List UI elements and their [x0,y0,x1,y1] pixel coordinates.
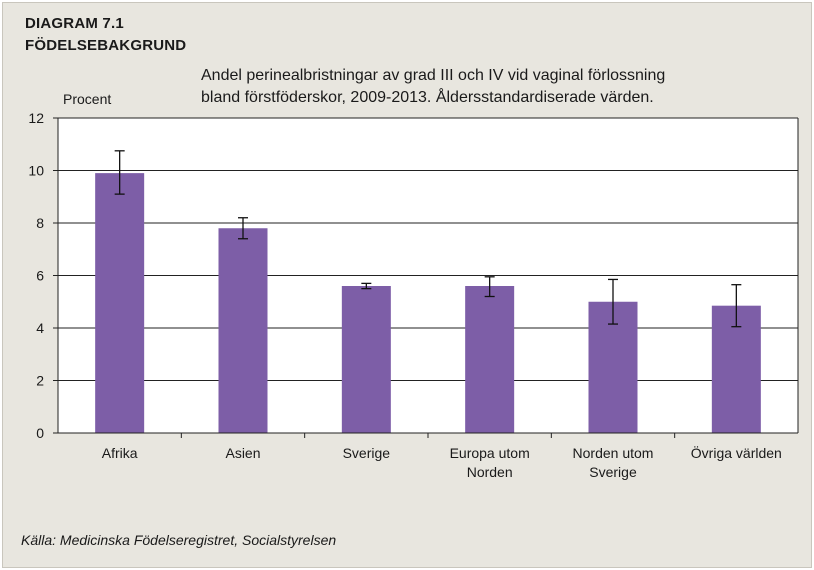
x-category-label: Norden utom [573,445,654,461]
bar [95,173,145,433]
bars [95,173,761,433]
bar [465,286,515,433]
x-category-label: Asien [225,445,260,461]
y-tick-label: 4 [36,320,44,336]
diagram-number: DIAGRAM 7.1 [25,15,124,32]
x-category-label: Europa utom [450,445,530,461]
x-category-label: Norden [467,464,513,480]
x-category-label: Sverige [589,464,637,480]
y-axis-label: Procent [63,91,112,107]
axes [53,117,799,438]
y-tick-label: 8 [36,215,44,231]
chart-subtitle: Andel perinealbristningar av grad III oc… [201,65,665,109]
y-tick-label: 0 [36,425,44,441]
x-category-labels: Afrika Asien Sverige Europa utom Norden Norde… [102,444,782,480]
y-tick-labels: 0 2 4 6 8 10 12 [28,110,44,441]
error-bars [114,150,742,328]
diagram-name: FÖDELSEBAKGRUND [25,37,187,54]
x-category-label: Övriga världen [691,444,782,461]
bar [218,228,268,433]
grid-lines [58,117,798,381]
y-tick-label: 2 [36,373,44,389]
subtitle-line-2: bland förstföderskor, 2009-2013. Ålderss… [201,89,654,106]
subtitle-line-1: Andel perinealbristningar av grad III oc… [201,67,666,84]
y-tick-label: 6 [36,268,44,284]
x-category-label: Afrika [102,445,138,461]
x-category-label: Sverige [343,445,391,461]
bar [341,286,391,433]
y-tick-label: 10 [28,163,44,179]
source-note: Källa: Medicinska Födelseregistret, Soci… [21,532,337,548]
y-tick-label: 12 [28,110,44,126]
